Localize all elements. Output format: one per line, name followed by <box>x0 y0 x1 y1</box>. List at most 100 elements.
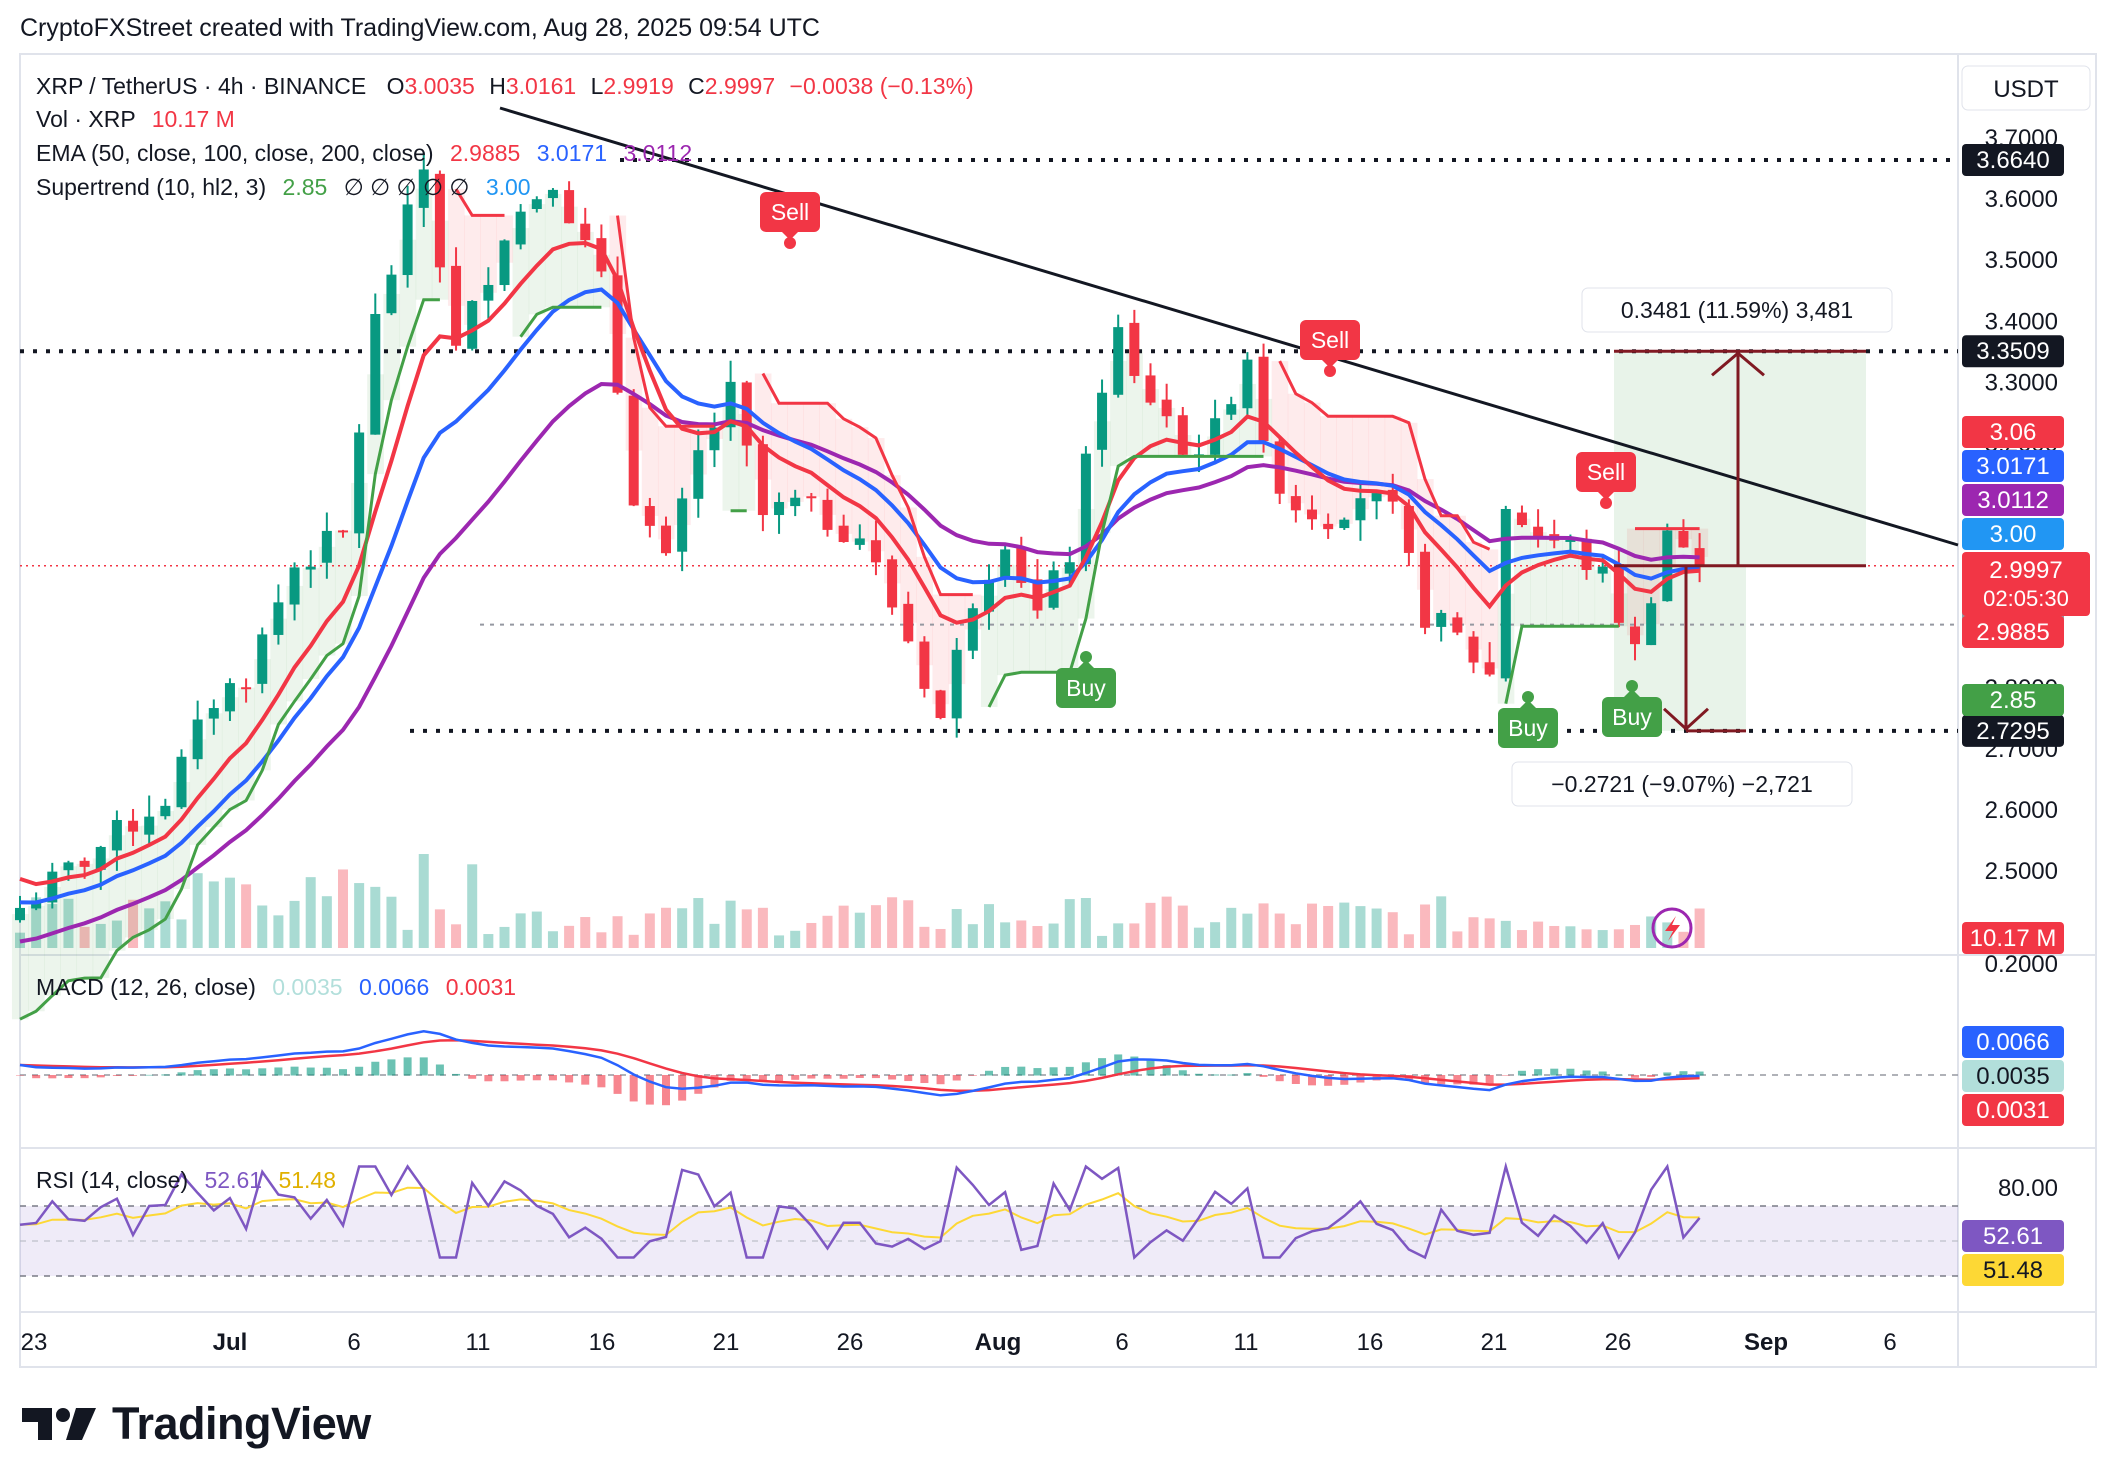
supertrend-fill <box>1061 567 1079 673</box>
volume-bar <box>1678 931 1689 948</box>
price-badge-box <box>1962 450 2064 482</box>
macd-histogram-bar <box>1695 1071 1704 1076</box>
volume-bar <box>1210 922 1221 948</box>
candle <box>870 520 881 576</box>
price-badge-box <box>1962 416 2064 448</box>
time-tick-label: Aug <box>975 1329 1022 1356</box>
macd-histogram-bar <box>468 1075 477 1079</box>
candle <box>757 435 768 532</box>
candle-body <box>95 846 106 870</box>
time-tick-label: 6 <box>1883 1329 1896 1356</box>
legend-macd-val: 0.0066 <box>359 974 429 1000</box>
supertrend-fill <box>1142 389 1160 457</box>
macd-histogram-bar <box>1679 1071 1688 1076</box>
candle-body <box>31 903 42 909</box>
legend-macd-hist: 0.0035 <box>272 974 342 1000</box>
legend-vol: 10.17 M <box>152 106 235 132</box>
candle <box>515 204 526 250</box>
volume-bar <box>1630 924 1640 948</box>
candle <box>1032 559 1043 619</box>
lightning-icon[interactable] <box>1651 907 1693 949</box>
price-tick-label: 3.4000 <box>1985 308 2058 335</box>
ema50-line <box>19 240 1700 887</box>
candle <box>1436 609 1447 642</box>
macd-histogram-bar <box>1550 1068 1559 1076</box>
price-tick-label: 2.6000 <box>1985 797 2058 824</box>
signal-dot <box>1324 365 1336 377</box>
macd-histogram-bar <box>855 1075 864 1079</box>
volume-bar <box>531 911 542 948</box>
volume-bar <box>289 900 300 948</box>
legend-st-val: 2.85 <box>283 174 328 200</box>
candle-body <box>1161 399 1172 417</box>
price-tick-label: 2.5000 <box>1985 858 2058 885</box>
volume-bar <box>919 926 930 948</box>
macd-histogram-bar <box>177 1072 186 1076</box>
legend-line-3: EMA (50, close, 100, close, 200, close) … <box>36 140 692 166</box>
volume-bar <box>580 917 591 948</box>
signal-pointer <box>1624 689 1640 697</box>
volume-bar <box>402 929 413 948</box>
supertrend-fill <box>1562 540 1579 627</box>
time-tick-label: 16 <box>1357 1329 1384 1356</box>
supertrend-fill <box>1384 416 1402 496</box>
candle-body <box>1420 551 1431 628</box>
volume-bar <box>31 897 42 948</box>
macd-histogram-bar <box>290 1066 299 1076</box>
level-badge-box <box>1962 714 2064 747</box>
legend-macd: MACD (12, 26, close) 0.0035 0.0066 0.003… <box>36 974 516 1000</box>
signal-box <box>1498 708 1558 748</box>
candle <box>790 489 801 517</box>
descending-trendline <box>499 106 1959 547</box>
candle <box>257 627 268 694</box>
supertrend-fill <box>254 659 271 771</box>
macd-histogram-bar <box>1324 1075 1333 1086</box>
volume-bar <box>1549 925 1560 948</box>
macd-histogram-bar <box>1517 1070 1526 1076</box>
volume-bar <box>1048 923 1059 948</box>
candle <box>580 207 591 248</box>
volume-bar <box>338 869 348 948</box>
candle-body <box>531 199 542 209</box>
supertrend-fill <box>1594 570 1612 627</box>
supertrend-fill <box>641 407 659 516</box>
candle-body <box>580 223 591 241</box>
price-badge-box <box>1962 518 2064 550</box>
macd-histogram-bar <box>1469 1075 1478 1085</box>
volume-bar <box>838 905 849 948</box>
currency-box <box>1961 65 2091 111</box>
current-price-box <box>1962 552 2090 616</box>
candle-body <box>984 579 994 612</box>
candle-body <box>434 173 445 268</box>
candle <box>1646 597 1657 646</box>
volume-bar <box>176 919 187 948</box>
candle <box>854 524 865 550</box>
volume-bar <box>467 864 478 948</box>
candle <box>47 862 58 909</box>
supertrend-fill <box>44 887 61 996</box>
volume-bar <box>418 854 429 948</box>
candle <box>644 497 655 538</box>
candle-body <box>1113 327 1124 395</box>
volume-bars <box>15 854 1705 948</box>
volume-bar <box>903 900 914 948</box>
supertrend-fill <box>108 835 126 951</box>
volume-bar <box>1452 931 1463 948</box>
supertrend-fill <box>1465 542 1483 650</box>
legend-rsi-label: RSI (14, close) <box>36 1167 188 1193</box>
legend-line-1: XRP / TetherUS · 4h · BINANCE O3.0035 H3… <box>36 73 974 99</box>
macd-badge: 0.0031 <box>1976 1097 2049 1124</box>
signal-pointer <box>1078 660 1094 668</box>
signal-label: Sell <box>1311 327 1349 353</box>
candle-body <box>483 284 494 301</box>
candle <box>289 562 300 621</box>
volume-bar <box>515 913 526 948</box>
candle-body <box>1371 493 1382 502</box>
candle <box>1226 396 1237 420</box>
macd-histogram-bar <box>1130 1056 1139 1076</box>
candle <box>935 689 946 720</box>
candle-body <box>15 907 25 921</box>
supertrend-fill <box>1029 594 1047 673</box>
candle-body <box>386 274 397 314</box>
